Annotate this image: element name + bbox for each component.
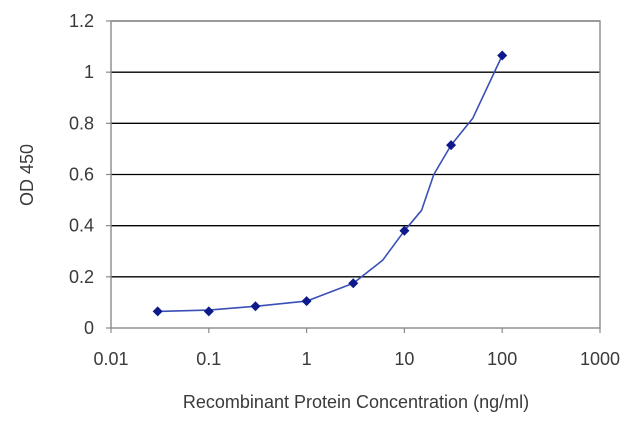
x-tick-label-3: 10 [394,349,414,369]
y-tick-label-2: 0.4 [69,216,94,236]
plot-frame [106,20,601,333]
data-point-7 [497,50,508,61]
data-point-5 [399,225,410,236]
y-tick-labels: 0 0.2 0.4 0.6 0.8 1 1.2 [69,11,94,338]
y-tick-label-1: 0.2 [69,267,94,287]
x-tick-label-1: 0.1 [196,349,221,369]
x-tick-label-0: 0.01 [93,349,128,369]
data-point-6 [446,140,457,151]
y-tick-label-3: 0.6 [69,165,94,185]
y-tick-label-4: 0.8 [69,113,94,133]
y-axis-title: OD 450 [17,144,37,206]
gridlines [111,20,600,278]
x-tick-labels: 0.01 0.1 1 10 100 1000 [93,349,620,369]
y-tick-label-6: 1.2 [69,11,94,31]
data-point-2 [250,301,261,312]
x-tick-label-2: 1 [302,349,312,369]
x-tick-label-5: 1000 [580,349,620,369]
series-line [157,55,503,313]
x-tick-label-4: 100 [487,349,517,369]
data-point-0 [152,306,163,317]
y-tick-label-0: 0 [84,318,94,338]
series-line-group [157,55,503,313]
data-point-1 [203,306,214,317]
y-tick-label-5: 1 [84,62,94,82]
x-axis-title: Recombinant Protein Concentration (ng/ml… [183,392,529,412]
data-point-4 [348,278,359,289]
data-markers [152,50,508,317]
data-point-3 [301,296,312,307]
